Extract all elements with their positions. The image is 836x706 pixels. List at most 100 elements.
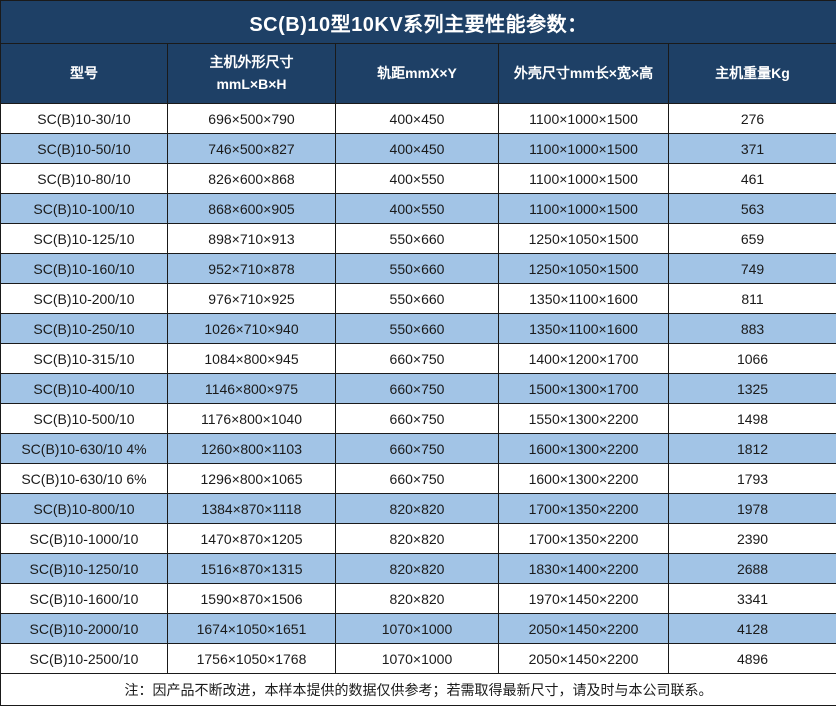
cell-model: SC(B)10-630/10 4%: [1, 434, 168, 464]
cell-gauge: 1070×1000: [336, 614, 499, 644]
cell-weight: 1793: [669, 464, 836, 494]
cell-model: SC(B)10-500/10: [1, 404, 168, 434]
cell-shell-dims: 2050×1450×2200: [499, 614, 669, 644]
cell-main-dims: 1084×800×945: [168, 344, 336, 374]
table-row: SC(B)10-630/10 6%1296×800×1065660×750160…: [1, 464, 836, 494]
cell-model: SC(B)10-1250/10: [1, 554, 168, 584]
table-row: SC(B)10-800/101384×870×1118820×8201700×1…: [1, 494, 836, 524]
cell-main-dims: 1026×710×940: [168, 314, 336, 344]
cell-model: SC(B)10-630/10 6%: [1, 464, 168, 494]
cell-weight: 371: [669, 134, 836, 164]
cell-main-dims: 1590×870×1506: [168, 584, 336, 614]
cell-weight: 4896: [669, 644, 836, 674]
cell-gauge: 400×550: [336, 194, 499, 224]
cell-main-dims: 976×710×925: [168, 284, 336, 314]
cell-weight: 3341: [669, 584, 836, 614]
spec-sheet: SC(B)10型10KV系列主要性能参数： 型号 主机外形尺寸 mmL×B×H …: [0, 0, 836, 705]
cell-weight: 4128: [669, 614, 836, 644]
cell-gauge: 400×450: [336, 134, 499, 164]
cell-weight: 2688: [669, 554, 836, 584]
cell-model: SC(B)10-100/10: [1, 194, 168, 224]
cell-model: SC(B)10-2000/10: [1, 614, 168, 644]
cell-model: SC(B)10-125/10: [1, 224, 168, 254]
cell-main-dims: 1176×800×1040: [168, 404, 336, 434]
cell-gauge: 1070×1000: [336, 644, 499, 674]
cell-shell-dims: 1100×1000×1500: [499, 104, 669, 134]
cell-model: SC(B)10-30/10: [1, 104, 168, 134]
table-row: SC(B)10-500/101176×800×1040660×7501550×1…: [1, 404, 836, 434]
cell-main-dims: 1516×870×1315: [168, 554, 336, 584]
col-header-weight: 主机重量Kg: [669, 44, 836, 104]
table-row: SC(B)10-400/101146×800×975660×7501500×13…: [1, 374, 836, 404]
table-row: SC(B)10-80/10826×600×868400×5501100×1000…: [1, 164, 836, 194]
cell-gauge: 820×820: [336, 584, 499, 614]
table-row: SC(B)10-1250/101516×870×1315820×8201830×…: [1, 554, 836, 584]
cell-weight: 1812: [669, 434, 836, 464]
table-row: SC(B)10-2500/101756×1050×17681070×100020…: [1, 644, 836, 674]
cell-main-dims: 826×600×868: [168, 164, 336, 194]
cell-gauge: 820×820: [336, 494, 499, 524]
cell-shell-dims: 1970×1450×2200: [499, 584, 669, 614]
cell-model: SC(B)10-1600/10: [1, 584, 168, 614]
cell-gauge: 660×750: [336, 464, 499, 494]
cell-shell-dims: 2050×1450×2200: [499, 644, 669, 674]
cell-weight: 1978: [669, 494, 836, 524]
cell-shell-dims: 1100×1000×1500: [499, 194, 669, 224]
table-row: SC(B)10-1000/101470×870×1205820×8201700×…: [1, 524, 836, 554]
col-header-main-dims: 主机外形尺寸 mmL×B×H: [168, 44, 336, 104]
col-header-sublabel: mmL×B×H: [168, 74, 335, 96]
cell-shell-dims: 1350×1100×1600: [499, 314, 669, 344]
cell-model: SC(B)10-800/10: [1, 494, 168, 524]
cell-shell-dims: 1600×1300×2200: [499, 464, 669, 494]
table-row: SC(B)10-160/10952×710×878550×6601250×105…: [1, 254, 836, 284]
col-header-gauge: 轨距mmX×Y: [336, 44, 499, 104]
col-header-label: 型号: [1, 63, 167, 85]
cell-gauge: 550×660: [336, 224, 499, 254]
cell-shell-dims: 1350×1100×1600: [499, 284, 669, 314]
cell-shell-dims: 1500×1300×1700: [499, 374, 669, 404]
cell-model: SC(B)10-200/10: [1, 284, 168, 314]
cell-weight: 2390: [669, 524, 836, 554]
cell-gauge: 550×660: [336, 254, 499, 284]
cell-shell-dims: 1830×1400×2200: [499, 554, 669, 584]
cell-shell-dims: 1100×1000×1500: [499, 134, 669, 164]
cell-model: SC(B)10-2500/10: [1, 644, 168, 674]
cell-main-dims: 1470×870×1205: [168, 524, 336, 554]
cell-model: SC(B)10-315/10: [1, 344, 168, 374]
col-header-shell-dims: 外壳尺寸mm长×宽×高: [499, 44, 669, 104]
cell-main-dims: 1674×1050×1651: [168, 614, 336, 644]
cell-weight: 276: [669, 104, 836, 134]
table-row: SC(B)10-30/10696×500×790400×4501100×1000…: [1, 104, 836, 134]
col-header-label: 轨距mmX×Y: [336, 63, 498, 85]
table-title-row: SC(B)10型10KV系列主要性能参数：: [1, 1, 836, 44]
cell-weight: 1066: [669, 344, 836, 374]
cell-gauge: 400×450: [336, 104, 499, 134]
cell-model: SC(B)10-400/10: [1, 374, 168, 404]
cell-main-dims: 898×710×913: [168, 224, 336, 254]
cell-gauge: 660×750: [336, 404, 499, 434]
cell-gauge: 660×750: [336, 344, 499, 374]
table-header-row: 型号 主机外形尺寸 mmL×B×H 轨距mmX×Y 外壳尺寸mm长×宽×高 主机…: [1, 44, 836, 104]
col-header-label: 主机外形尺寸: [168, 52, 335, 74]
cell-main-dims: 1260×800×1103: [168, 434, 336, 464]
cell-weight: 883: [669, 314, 836, 344]
table-row: SC(B)10-125/10898×710×913550×6601250×105…: [1, 224, 836, 254]
cell-shell-dims: 1550×1300×2200: [499, 404, 669, 434]
cell-gauge: 660×750: [336, 374, 499, 404]
cell-weight: 659: [669, 224, 836, 254]
cell-model: SC(B)10-80/10: [1, 164, 168, 194]
table-row: SC(B)10-200/10976×710×925550×6601350×110…: [1, 284, 836, 314]
cell-shell-dims: 1700×1350×2200: [499, 524, 669, 554]
cell-shell-dims: 1400×1200×1700: [499, 344, 669, 374]
cell-shell-dims: 1100×1000×1500: [499, 164, 669, 194]
cell-shell-dims: 1250×1050×1500: [499, 254, 669, 284]
cell-shell-dims: 1600×1300×2200: [499, 434, 669, 464]
cell-main-dims: 1296×800×1065: [168, 464, 336, 494]
col-header-label: 外壳尺寸mm长×宽×高: [499, 63, 668, 85]
cell-main-dims: 1756×1050×1768: [168, 644, 336, 674]
col-header-model: 型号: [1, 44, 168, 104]
cell-weight: 749: [669, 254, 836, 284]
cell-gauge: 820×820: [336, 524, 499, 554]
cell-model: SC(B)10-1000/10: [1, 524, 168, 554]
cell-gauge: 660×750: [336, 434, 499, 464]
